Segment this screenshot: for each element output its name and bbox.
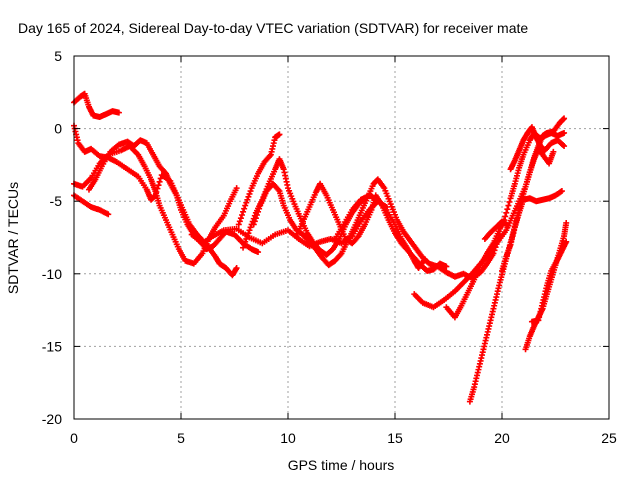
x-tick-label: 10 [280, 430, 296, 446]
data-point [561, 129, 568, 136]
data-point [244, 233, 251, 240]
data-point [563, 219, 570, 226]
data-point [233, 264, 240, 271]
data-point [241, 205, 248, 212]
series-track-8 [235, 131, 283, 228]
series-track-16 [499, 188, 565, 274]
data-point [245, 230, 252, 237]
data-point [550, 148, 557, 155]
series-track-1 [71, 90, 122, 120]
data-point [236, 218, 243, 225]
data-point [242, 238, 249, 245]
data-point [421, 256, 428, 263]
data-point [233, 185, 240, 192]
data-point [505, 222, 512, 229]
data-point [247, 224, 254, 231]
data-point [245, 193, 252, 200]
data-point [238, 211, 245, 218]
series-track-17 [507, 124, 568, 173]
data-point [253, 211, 260, 218]
data-point [243, 235, 250, 242]
data-point [255, 208, 262, 215]
data-point [276, 131, 283, 138]
series-track-11 [332, 192, 428, 271]
data-point [235, 221, 242, 228]
data-point [252, 215, 259, 222]
data-point [255, 249, 262, 256]
data-point [561, 143, 568, 150]
data-point [156, 178, 163, 185]
x-tick-label: 5 [177, 430, 185, 446]
y-tick-label: -5 [50, 193, 63, 209]
data-point [563, 238, 570, 245]
data-point [506, 198, 513, 205]
x-axis-label: GPS time / hours [288, 457, 395, 473]
data-point [240, 208, 247, 215]
y-tick-label: -20 [42, 411, 62, 427]
data-point [504, 206, 511, 213]
y-tick-label: 5 [54, 48, 62, 64]
data-point [246, 190, 253, 197]
y-tick-labels: -20 -15 -10 -5 0 5 [42, 48, 62, 427]
data-point [250, 221, 257, 228]
data-point [240, 244, 247, 251]
data-point [237, 215, 244, 222]
ticks [73, 55, 610, 420]
data-point [443, 263, 450, 270]
data-point [155, 182, 162, 189]
data-point [561, 115, 568, 122]
data-point [251, 218, 258, 225]
data-point [505, 202, 512, 209]
x-tick-labels: 0 5 10 15 20 25 [70, 430, 617, 446]
plot-frame [73, 55, 610, 420]
y-tick-label: 0 [54, 121, 62, 137]
data-point [105, 211, 112, 218]
x-tick-label: 20 [494, 430, 510, 446]
data-point [243, 199, 250, 206]
data-layer [71, 90, 570, 405]
data-point [559, 142, 566, 149]
x-tick-label: 25 [601, 430, 617, 446]
series-track-12 [411, 145, 557, 311]
series-track-4 [71, 192, 112, 218]
series-track-19 [528, 238, 570, 325]
grid [74, 56, 609, 419]
x-tick-label: 15 [387, 430, 403, 446]
series-track-9 [250, 176, 503, 282]
data-point [244, 196, 251, 203]
data-point [502, 213, 509, 220]
y-tick-label: -10 [42, 266, 62, 282]
series-track-15 [481, 218, 512, 242]
data-point [242, 202, 249, 209]
data-point [246, 227, 253, 234]
data-point [115, 109, 122, 116]
chart-title: Day 165 of 2024, Sidereal Day-to-day VTE… [18, 20, 528, 36]
x-tick-label: 0 [70, 430, 78, 446]
y-tick-label: -15 [42, 338, 62, 354]
data-point [503, 209, 510, 216]
data-point [241, 241, 248, 248]
data-point [247, 188, 254, 195]
y-axis-label: SDTVAR / TECUs [5, 182, 21, 294]
data-point [256, 205, 263, 212]
data-point [558, 188, 565, 195]
